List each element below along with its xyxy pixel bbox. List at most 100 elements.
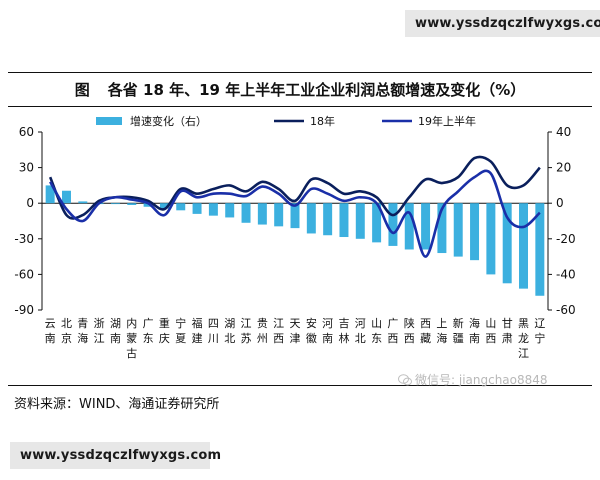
category-label: 南 [322,332,333,345]
legend-label-bar: 增速变化（右） [130,114,207,128]
left-tick-label: -90 [14,303,34,317]
wechat-id: 微信号: jiangchao8848 [415,373,548,387]
title-text: 各省 18 年、19 年上半年工业企业利润总额增速及变化（%） [107,81,526,99]
bar [159,203,169,209]
wechat-icon [398,373,412,385]
left-tick-label: 0 [26,196,34,210]
bar [127,203,137,205]
category-label: 四 [208,317,219,330]
category-label: 重 [159,316,170,330]
right-tick-label: -20 [556,232,576,246]
category-labels: 云北青浙湖内广重宁福四湖江贵江天安河吉河山广陕西上新海山甘黑辽南京海江南蒙东庆夏… [45,316,546,360]
category-label: 西 [485,332,496,345]
right-tick-label: 0 [556,196,564,210]
category-label: 东 [143,332,154,345]
legend: 增速变化（右） 18年 19年上半年 [96,114,476,128]
category-label: 辽 [534,317,545,330]
bar [535,203,545,296]
bar [404,203,414,250]
category-label: 徽 [306,331,317,345]
bar [290,203,300,229]
category-label: 西 [273,332,284,345]
category-label: 南 [110,332,121,345]
category-label: 北 [224,332,235,345]
category-label: 新 [453,316,464,330]
category-label: 上 [436,317,447,330]
bar [45,185,55,204]
bar [176,203,186,211]
category-label: 青 [77,317,88,330]
category-label: 蒙 [126,332,137,345]
category-label: 江 [273,317,284,330]
category-label: 宁 [534,331,545,345]
bar [437,203,447,254]
bar [355,203,365,239]
category-label: 南 [45,332,56,345]
category-label: 江 [94,332,105,345]
tick-labels: 60 30 0 -30 -60 -90 40 20 0 -20 -40 -60 [14,125,575,317]
category-label: 州 [257,332,268,345]
category-label: 广 [387,317,398,330]
left-tick-label: 30 [19,161,34,175]
left-tick-label: 60 [19,125,34,139]
bar [110,203,120,205]
bar [192,203,202,214]
category-label: 福 [192,316,203,330]
watermark-bottom: www.yssdzqczlfwyxgs.com [10,442,221,469]
chart-area: 增速变化（右） 18年 19年上半年 60 30 0 -30 -60 -90 40 20 0 -20 -… [14,114,575,360]
category-label: 疆 [453,332,464,345]
category-label: 宁 [175,316,186,330]
category-label: 龙 [518,332,529,345]
bar [372,203,382,243]
bar [502,203,512,284]
category-label: 西 [387,332,398,345]
legend-swatch-bar [96,117,122,125]
title-rule [8,106,592,107]
left-tick-label: -60 [14,267,34,281]
category-label: 江 [518,347,529,360]
bar [225,203,235,218]
category-label: 内 [126,316,137,330]
category-label: 庆 [159,331,170,345]
bar [306,203,316,234]
category-label: 黑 [518,317,529,330]
category-label: 海 [469,316,480,330]
category-label: 藏 [420,332,431,345]
source-note: 资料来源：WIND、海通证券研究所 [14,397,220,412]
category-label: 江 [241,317,252,330]
category-label: 云 [45,317,56,330]
category-label: 山 [485,317,496,330]
bar [470,203,480,261]
category-label: 山 [371,317,382,330]
category-label: 西 [404,332,415,345]
bar [61,190,71,204]
bar [208,203,218,216]
bar-series [45,185,545,296]
category-label: 夏 [175,332,186,345]
bar [323,203,333,236]
bar [257,203,267,225]
category-label: 海 [436,331,447,345]
category-label: 广 [143,317,154,330]
watermark-top: www.yssdzqczlfwyxgs.com [405,10,600,37]
category-label: 津 [290,332,301,345]
category-label: 东 [371,332,382,345]
figure-label: 图 [74,81,90,99]
category-label: 建 [192,331,203,345]
bar [486,203,496,275]
category-label: 河 [322,317,333,330]
category-label: 湖 [110,317,121,330]
category-label: 安 [306,316,317,330]
category-label: 北 [61,317,72,330]
bar [339,203,349,238]
category-label: 古 [126,347,137,360]
legend-label-18: 18年 [310,114,335,128]
category-label: 贵 [257,317,268,330]
bar [519,203,529,289]
category-label: 吉 [338,317,349,330]
bar [388,203,398,246]
category-label: 天 [290,317,301,330]
line-series [48,155,541,258]
line-19h1 [49,169,541,258]
bar [453,203,463,257]
